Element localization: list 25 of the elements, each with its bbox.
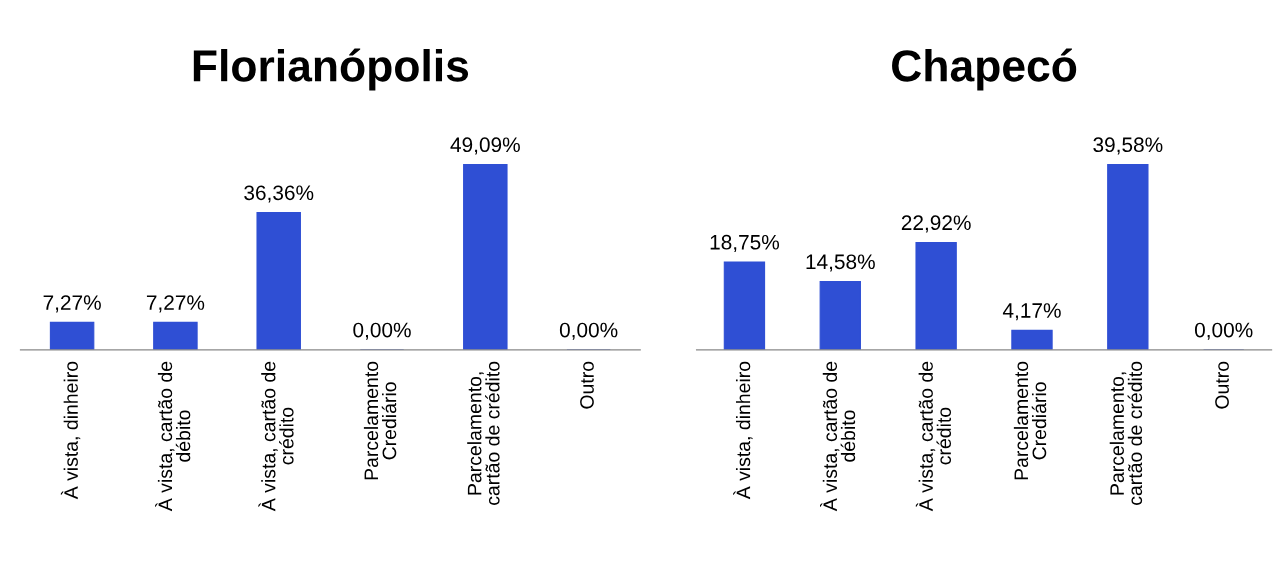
data-label: 7,27% xyxy=(146,295,205,313)
data-label: 4,17% xyxy=(1002,303,1061,321)
x-tick-label: À vista, cartão de débito xyxy=(820,361,856,512)
x-tick-label: Outro xyxy=(580,361,594,409)
x-tick-label: Parcelamento, cartão de crédito xyxy=(467,361,500,505)
data-label: 36,36% xyxy=(244,185,314,203)
data-label: 49,09% xyxy=(450,137,520,155)
chart-title: Florianópolis xyxy=(193,48,469,91)
data-label: 0,00% xyxy=(1194,322,1253,340)
x-tick-label: Parcelamento Crediário xyxy=(363,361,397,480)
x-tick-label: À vista, dinheiro xyxy=(733,361,753,500)
data-label: 39,58% xyxy=(1093,137,1163,155)
x-tick-label: À vista, cartão de crédito xyxy=(915,361,952,512)
chart-title: Chapecó xyxy=(892,48,1077,91)
x-tick-label: À vista, cartão de débito xyxy=(155,361,191,512)
x-tick-label: À vista, dinheiro xyxy=(60,361,81,500)
x-tick-label: À vista, cartão de crédito xyxy=(258,361,294,512)
data-label: 7,27% xyxy=(43,295,101,313)
data-label: 0,00% xyxy=(353,322,411,340)
data-label: 14,58% xyxy=(806,254,875,272)
x-tick-label: Parcelamento, cartão de crédito xyxy=(1109,361,1143,505)
data-label: 22,92% xyxy=(901,215,971,233)
x-tick-label: Outro xyxy=(1215,361,1229,409)
data-label: 18,75% xyxy=(710,234,780,253)
data-label: 0,00% xyxy=(559,322,618,340)
